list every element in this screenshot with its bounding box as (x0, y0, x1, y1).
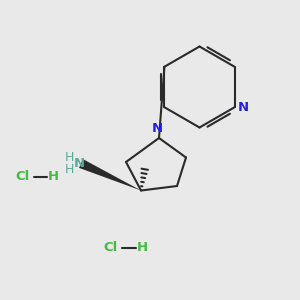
Polygon shape (79, 159, 141, 190)
Text: Cl: Cl (104, 241, 118, 254)
Text: N: N (152, 122, 163, 136)
Text: Cl: Cl (15, 170, 30, 184)
Text: H: H (136, 241, 148, 254)
Text: N: N (238, 101, 249, 114)
Text: H: H (48, 170, 59, 184)
Text: H: H (65, 151, 74, 164)
Text: H: H (65, 163, 74, 176)
Text: N: N (74, 157, 85, 170)
